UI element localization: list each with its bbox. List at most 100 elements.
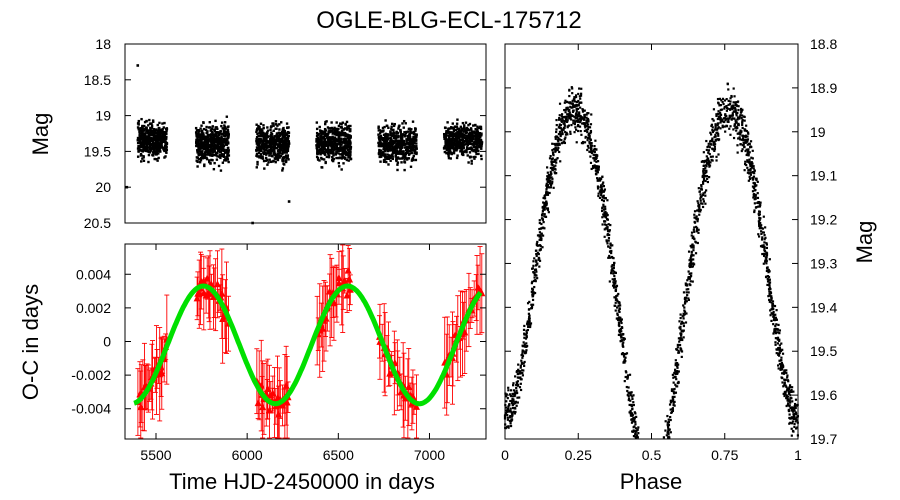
light-curve-point <box>143 149 146 152</box>
light-curve-point <box>386 133 389 136</box>
phased-point <box>553 165 556 168</box>
light-curve-point <box>136 136 140 140</box>
light-curve-point <box>479 138 483 142</box>
light-curve-point <box>275 132 279 135</box>
light-curve-point <box>216 140 220 143</box>
phased-point <box>719 113 722 116</box>
phased-point <box>706 180 709 184</box>
phased-point <box>698 213 701 216</box>
light-curve-point <box>227 125 230 128</box>
light-curve-point <box>412 141 416 144</box>
light-curve-point <box>148 134 151 137</box>
light-curve-point <box>211 133 215 137</box>
phased-point <box>692 228 695 231</box>
o-c-x-tick-label: 6500 <box>323 447 354 463</box>
light-curve-point <box>379 134 383 138</box>
phased-point <box>618 330 621 334</box>
light-curve-point <box>285 133 289 136</box>
phased-point <box>771 300 775 303</box>
light-curve-point <box>163 148 166 151</box>
light-curve-point <box>413 151 416 154</box>
light-curve-point <box>147 129 150 132</box>
light-curve-point <box>338 136 341 139</box>
light-curve-point <box>259 138 263 141</box>
phased-point <box>768 278 771 281</box>
light-curve-point <box>322 149 325 152</box>
phased-point <box>779 349 783 353</box>
light-curve-point <box>454 128 458 132</box>
light-curve-point <box>411 139 415 142</box>
phased-point <box>770 319 773 322</box>
light-curve-point <box>315 121 319 124</box>
light-curve-point <box>383 125 386 129</box>
phased-point <box>599 184 603 187</box>
light-curve-point <box>274 154 277 158</box>
light-curve-point <box>329 127 332 130</box>
light-curve-point <box>255 135 259 139</box>
phased-point <box>510 401 514 405</box>
light-curve-point <box>453 134 456 138</box>
phased-point <box>704 202 707 205</box>
light-curve-point <box>326 138 330 141</box>
light-curve-point <box>142 147 146 151</box>
phased-point <box>773 304 777 308</box>
phased-point <box>563 137 566 141</box>
light-curve-point <box>315 131 319 135</box>
light-curve-point <box>197 147 200 150</box>
phased-point <box>611 267 614 270</box>
phased-point <box>678 340 681 343</box>
phased-point <box>634 433 637 436</box>
phased-point <box>696 227 699 230</box>
light-curve-point <box>415 142 418 145</box>
light-curve-point <box>455 122 459 125</box>
phased-point <box>542 220 545 224</box>
phased-point <box>626 377 629 380</box>
light-curve-point <box>401 141 404 145</box>
light-curve-point <box>472 155 475 159</box>
phased-point <box>695 225 698 229</box>
phased-point <box>699 208 702 212</box>
light-curve-point <box>470 149 474 152</box>
phased-point <box>595 165 598 168</box>
light-curve-point <box>466 154 469 157</box>
phased-point <box>613 283 616 287</box>
phased-point <box>545 178 548 181</box>
light-curve-point <box>446 130 449 134</box>
light-curve-point <box>386 153 389 156</box>
phased-point <box>718 97 722 100</box>
light-curve-point <box>342 162 345 165</box>
light-curve-point <box>383 147 386 151</box>
light-curve-point <box>452 134 455 138</box>
light-curve-point <box>346 125 349 128</box>
light-curve-point <box>348 137 352 140</box>
light-curve-point <box>467 161 470 164</box>
phased-point <box>667 421 670 424</box>
phased-point <box>517 363 520 366</box>
phased-point <box>768 286 771 289</box>
light-curve-point <box>205 150 208 154</box>
light-curve-point <box>199 137 202 140</box>
light-curve-point <box>389 147 392 151</box>
light-curve-point <box>146 150 150 153</box>
light-curve-point <box>225 149 229 153</box>
light-curve-point <box>477 144 480 148</box>
light-curve-point <box>444 136 447 139</box>
light-curve-point <box>272 129 275 132</box>
light-curve-point <box>261 129 264 132</box>
phased-point <box>782 385 785 388</box>
light-curve-point <box>147 160 150 164</box>
light-curve-point <box>142 156 145 159</box>
light-curve-point <box>196 150 200 153</box>
light-curve-point <box>447 127 450 130</box>
light-curve-point <box>262 152 266 156</box>
phased-point <box>604 210 607 214</box>
o-c-point <box>137 403 145 411</box>
light-curve-point <box>349 157 352 161</box>
light-curve-point <box>220 145 224 148</box>
light-curve-point <box>262 124 265 127</box>
phased-point <box>521 369 524 372</box>
phased-point <box>636 436 639 439</box>
phased-point <box>507 386 510 389</box>
phased-point <box>528 319 531 323</box>
light-curve-point <box>212 167 216 171</box>
